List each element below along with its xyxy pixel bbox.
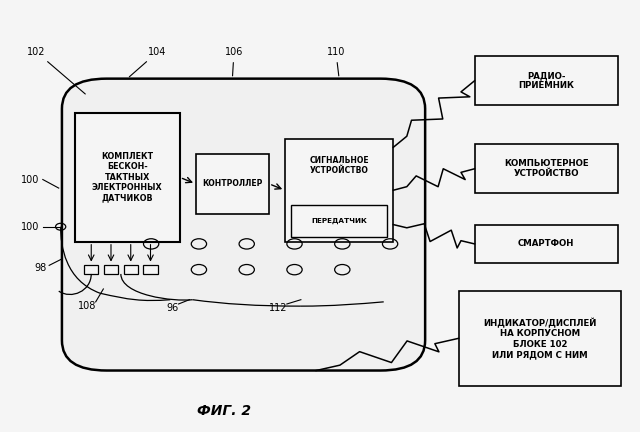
Bar xyxy=(291,205,387,238)
Text: СИГНАЛЬНОЕ
УСТРОЙСТВО: СИГНАЛЬНОЕ УСТРОЙСТВО xyxy=(309,156,369,175)
Text: 106: 106 xyxy=(225,47,243,76)
Bar xyxy=(104,264,118,274)
Text: 112: 112 xyxy=(269,303,288,313)
Text: 100: 100 xyxy=(21,222,39,232)
Text: 110: 110 xyxy=(327,47,345,76)
Text: КОМПЬЮТЕРНОЕ
УСТРОЙСТВО: КОМПЬЮТЕРНОЕ УСТРОЙСТВО xyxy=(504,159,589,178)
Bar xyxy=(474,225,618,263)
Bar xyxy=(459,291,621,385)
Bar xyxy=(75,113,180,242)
Text: 100: 100 xyxy=(21,175,39,184)
Bar xyxy=(474,56,618,105)
Bar xyxy=(84,264,99,274)
Text: ИНДИКАТОР/ДИСПЛЕЙ
НА КОРПУСНОМ
БЛОКЕ 102
ИЛИ РЯДОМ С НИМ: ИНДИКАТОР/ДИСПЛЕЙ НА КОРПУСНОМ БЛОКЕ 102… xyxy=(483,318,596,359)
Bar xyxy=(474,144,618,194)
Text: ПЕРЕДАТЧИК: ПЕРЕДАТЧИК xyxy=(311,218,367,225)
Text: КОНТРОЛЛЕР: КОНТРОЛЛЕР xyxy=(202,179,262,188)
Text: КОМПЛЕКТ
БЕСКОН-
ТАКТНЫХ
ЭЛЕКТРОННЫХ
ДАТЧИКОВ: КОМПЛЕКТ БЕСКОН- ТАКТНЫХ ЭЛЕКТРОННЫХ ДАТ… xyxy=(92,152,163,203)
Bar xyxy=(143,264,157,274)
Text: 104: 104 xyxy=(129,47,166,77)
Text: 98: 98 xyxy=(35,263,47,273)
Bar xyxy=(124,264,138,274)
Text: 108: 108 xyxy=(78,301,97,311)
Text: РАДИО-
ПРИЕМНИК: РАДИО- ПРИЕМНИК xyxy=(518,71,574,90)
Text: ФИГ. 2: ФИГ. 2 xyxy=(197,404,252,418)
Text: 96: 96 xyxy=(166,303,179,313)
Text: СМАРТФОН: СМАРТФОН xyxy=(518,239,575,248)
Bar xyxy=(196,154,269,214)
Bar xyxy=(285,139,394,242)
FancyBboxPatch shape xyxy=(62,79,425,371)
Text: 102: 102 xyxy=(27,47,85,94)
